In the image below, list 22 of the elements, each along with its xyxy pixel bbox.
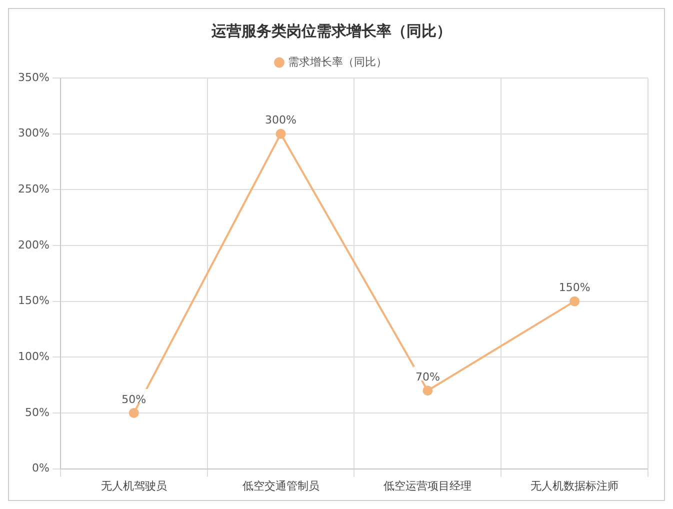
data-label: 150% — [558, 281, 590, 294]
y-tick-label: 50% — [24, 406, 50, 419]
point — [276, 128, 286, 139]
y-tick-label: 100% — [18, 350, 50, 363]
legend-label: 需求增长率（同比） — [288, 55, 387, 68]
x-tick-label: 无人机驾驶员 — [100, 479, 167, 492]
point — [570, 296, 580, 306]
y-tick-label: 350% — [18, 70, 50, 84]
y-tick-label: 0% — [32, 462, 50, 475]
y-tick-label: 200% — [18, 238, 50, 252]
data-label: 70% — [415, 370, 440, 384]
point — [422, 386, 433, 396]
data-label: 300% — [265, 114, 297, 127]
x-tick-label: 无人机数据标注师 — [530, 479, 619, 492]
y-tick-label: 300% — [18, 126, 50, 140]
y-tick-label: 250% — [18, 182, 50, 196]
point — [128, 408, 139, 418]
chart-title: 运营服务类岗位需求增长率（同比） — [210, 22, 452, 40]
x-tick-label: 低空交通管制员 — [242, 479, 320, 492]
x-tick-label: 低空运营项目经理 — [384, 479, 472, 492]
y-tick-label: 150% — [18, 294, 50, 308]
data-label: 50% — [122, 392, 146, 406]
